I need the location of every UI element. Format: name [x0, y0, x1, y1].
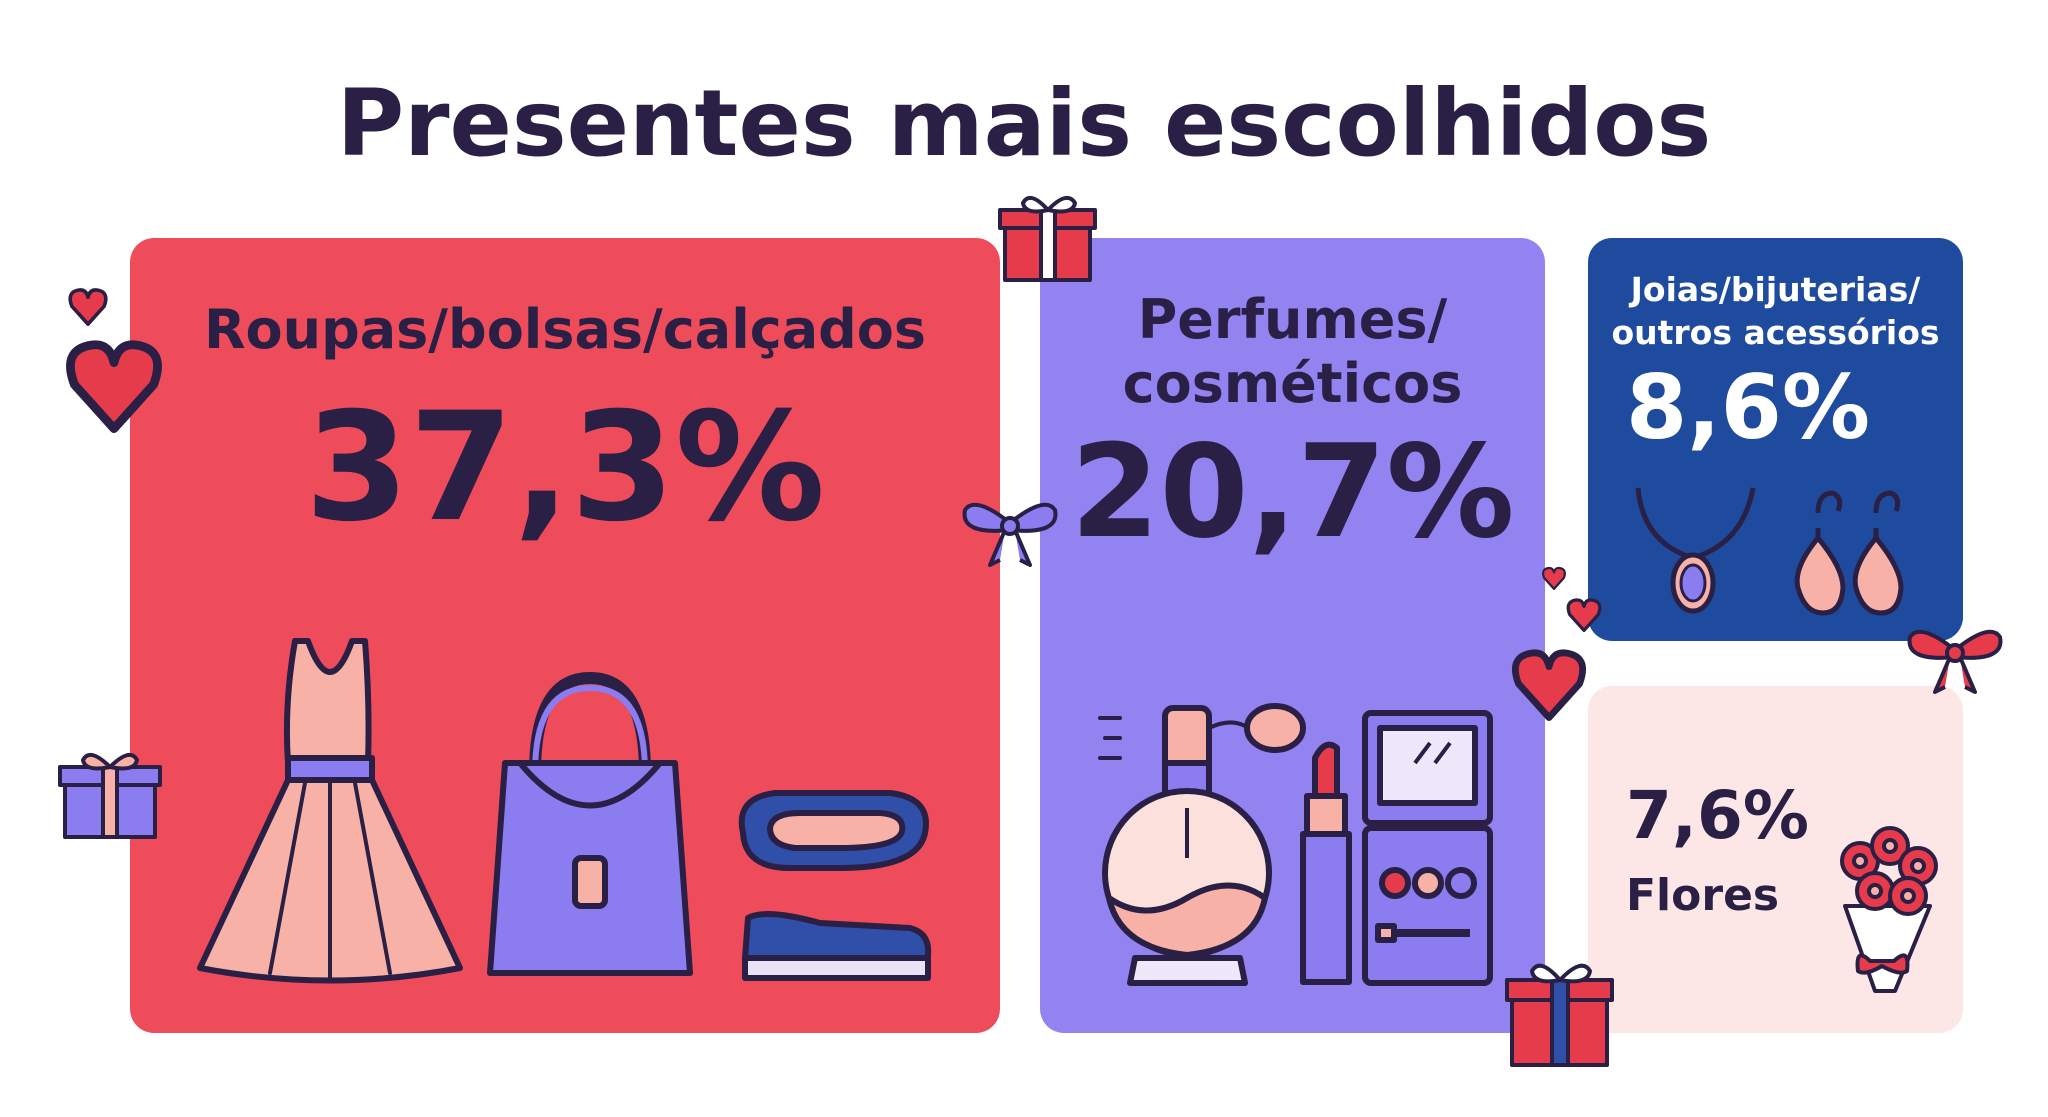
tile-jewelry: Joias/bijuterias/ outros acessórios 8,6%	[1588, 238, 1963, 641]
earrings-icon	[1794, 490, 1904, 616]
necklace-icon	[1635, 487, 1756, 614]
clothing-illustration	[197, 638, 932, 984]
gift-icon	[58, 752, 162, 839]
heart-icon	[66, 288, 1602, 722]
tile-label-jewelry: Joias/bijuterias/ outros acessórios	[1611, 270, 1940, 352]
perfume-illustration	[1098, 703, 1493, 986]
tile-perfume: Perfumes/ cosméticos 20,7%	[1040, 238, 1545, 1033]
handbag-icon	[487, 672, 693, 976]
gift-icon	[1505, 963, 1614, 1067]
bouquet-icon	[1840, 826, 1938, 993]
tile-label-clothing: Roupas/bolsas/calçados	[203, 298, 927, 361]
tile-flowers: 7,6% Flores	[1588, 686, 1963, 1033]
bow-icon	[962, 502, 1058, 567]
tile-value-clothing: 37,3%	[304, 381, 826, 555]
perfume-bottle-icon	[1098, 703, 1306, 986]
jewelry-illustration	[1635, 487, 1904, 616]
shoes-icon	[738, 790, 932, 981]
chart-title: Presentes mais escolhidos	[336, 70, 1712, 177]
tile-clothing: Roupas/bolsas/calçados 37,3%	[130, 238, 1000, 1033]
tile-value-flowers: 7,6%	[1626, 777, 1810, 854]
tile-label-flowers: Flores	[1626, 870, 1780, 921]
bow-icon	[1907, 629, 2003, 694]
tile-label-perfume: Perfumes/ cosméticos	[1122, 288, 1463, 415]
dress-icon	[197, 638, 463, 984]
gift-icon	[998, 195, 1097, 282]
tile-value-perfume: 20,7%	[1070, 418, 1515, 567]
lipstick-icon	[1300, 741, 1352, 985]
makeup-palette-icon	[1362, 710, 1493, 986]
tile-value-jewelry: 8,6%	[1626, 356, 1871, 459]
